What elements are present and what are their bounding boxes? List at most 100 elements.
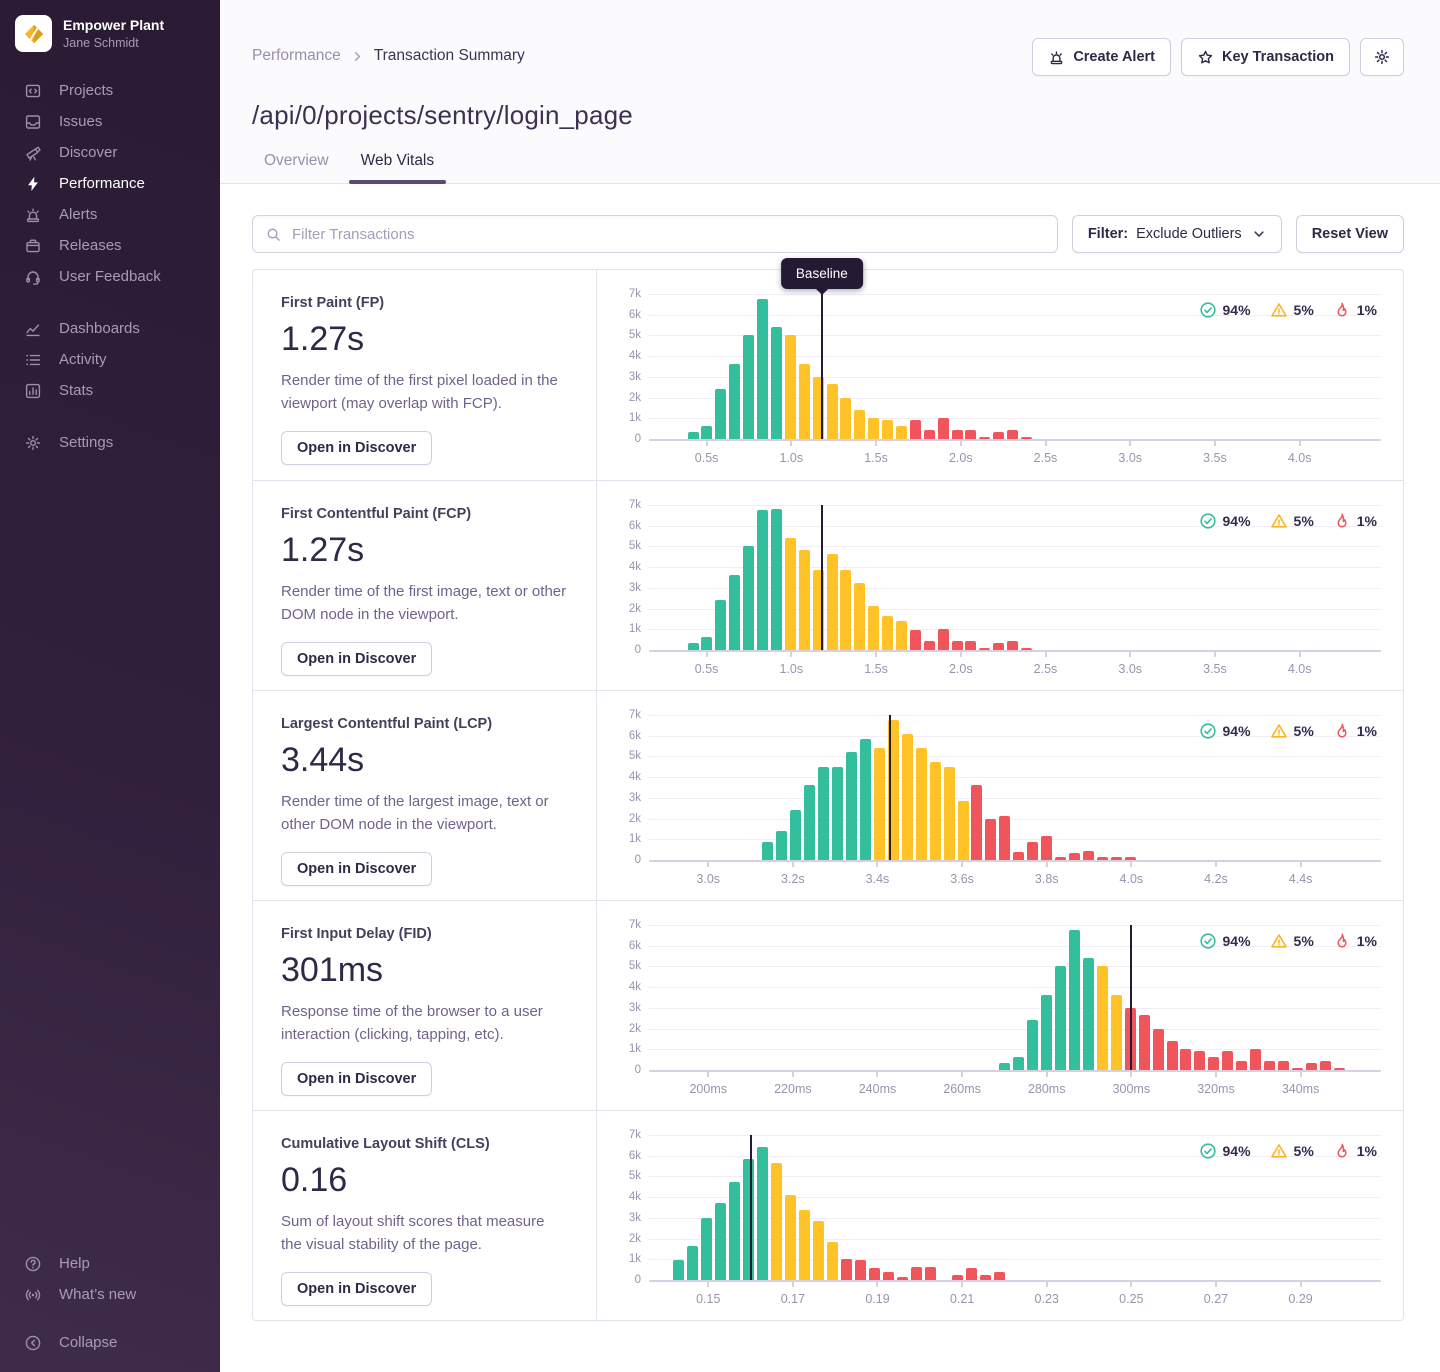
histogram-bar-poor bbox=[952, 1274, 964, 1280]
sidebar-group-gap bbox=[0, 406, 220, 427]
gridline bbox=[649, 987, 1381, 989]
histogram-bar-good bbox=[789, 810, 801, 860]
histogram-bar-meh bbox=[896, 621, 907, 650]
create-alert-button[interactable]: Create Alert bbox=[1032, 38, 1171, 76]
sidebar-item-activity[interactable]: Activity bbox=[0, 344, 220, 375]
filter-dropdown[interactable]: Filter: Exclude Outliers bbox=[1071, 215, 1282, 253]
open-in-discover-button[interactable]: Open in Discover bbox=[281, 430, 433, 465]
y-axis-label: 5k bbox=[628, 1170, 641, 1183]
open-in-discover-button[interactable]: Open in Discover bbox=[281, 1061, 433, 1096]
gridline bbox=[649, 1135, 1381, 1136]
x-axis-tick bbox=[705, 441, 708, 446]
x-axis-label: 2.0s bbox=[948, 662, 973, 676]
sidebar: Empower Plant Jane Schmidt Projects Issue… bbox=[0, 0, 220, 1372]
siren-icon bbox=[1048, 49, 1065, 66]
vital-name: First Input Delay (FID) bbox=[281, 926, 432, 942]
x-axis-label: 3.0s bbox=[1118, 451, 1143, 465]
x-axis-tick bbox=[876, 862, 879, 867]
settings-button[interactable] bbox=[1360, 38, 1404, 76]
page-header: Performance Transaction Summary Create A… bbox=[220, 0, 1440, 184]
x-axis-label: 3.0s bbox=[1118, 662, 1143, 676]
legend-item-meh: 5% bbox=[1270, 301, 1314, 319]
histogram-bar-meh bbox=[840, 570, 852, 651]
x-axis-line bbox=[649, 650, 1381, 652]
baseline-marker bbox=[820, 294, 823, 439]
x-axis-label: 4.0s bbox=[1287, 662, 1312, 676]
reset-view-button[interactable]: Reset View bbox=[1295, 215, 1404, 253]
histogram-bar-good bbox=[998, 1062, 1010, 1071]
tab-web-vitals[interactable]: Web Vitals bbox=[348, 152, 447, 184]
sidebar-item-releases[interactable]: Releases bbox=[0, 230, 220, 261]
main: Performance Transaction Summary Create A… bbox=[220, 0, 1440, 1372]
empower-plant-logo-icon bbox=[22, 22, 46, 46]
x-axis-tick bbox=[1130, 1072, 1133, 1077]
histogram-bar-good bbox=[1012, 1056, 1024, 1070]
x-axis-label: 0.27 bbox=[1203, 1292, 1229, 1306]
collapse-icon bbox=[24, 1334, 42, 1352]
good-check-icon bbox=[1199, 512, 1217, 530]
histogram-bar-poor bbox=[924, 1266, 936, 1280]
sidebar-item-label: User Feedback bbox=[59, 268, 161, 285]
sidebar-item-discover[interactable]: Discover bbox=[0, 137, 220, 168]
histogram-bar-good bbox=[831, 766, 843, 860]
histogram-bar-poor bbox=[923, 640, 935, 650]
y-axis-label: 5k bbox=[628, 329, 641, 342]
y-axis-label: 3k bbox=[628, 791, 641, 804]
histogram-bar-poor bbox=[1278, 1060, 1290, 1070]
vital-info-cls: Cumulative Layout Shift (CLS) 0.16 Sum of … bbox=[253, 1111, 597, 1320]
sidebar-item-label: Settings bbox=[59, 434, 114, 451]
sidebar-collapse[interactable]: Collapse bbox=[0, 1327, 220, 1358]
histogram-bar-poor bbox=[1320, 1060, 1332, 1070]
x-axis-label: 0.19 bbox=[865, 1292, 890, 1306]
x-axis-tick bbox=[1298, 652, 1301, 657]
discover-icon bbox=[24, 144, 42, 162]
open-in-discover-button[interactable]: Open in Discover bbox=[281, 1271, 433, 1306]
search-box[interactable] bbox=[252, 215, 1058, 253]
x-axis-tick bbox=[791, 1072, 794, 1077]
histogram-bar-meh bbox=[887, 720, 899, 860]
legend-value-good: 94% bbox=[1222, 302, 1251, 318]
legend-item-meh: 5% bbox=[1270, 1142, 1314, 1160]
histogram-bar-meh bbox=[826, 553, 838, 650]
histogram-bar-good bbox=[715, 389, 727, 439]
sidebar-item-what-s-new[interactable]: What’s new bbox=[0, 1279, 220, 1310]
gridline bbox=[649, 418, 1381, 420]
sidebar-item-help[interactable]: Help bbox=[0, 1248, 220, 1279]
breadcrumb-parent[interactable]: Performance bbox=[252, 47, 341, 64]
sidebar-item-settings[interactable]: Settings bbox=[0, 427, 220, 458]
sidebar-item-issues[interactable]: Issues bbox=[0, 106, 220, 137]
histogram-bar-poor bbox=[1152, 1028, 1164, 1070]
org-header[interactable]: Empower Plant Jane Schmidt bbox=[0, 0, 220, 52]
histogram-bar-poor bbox=[1292, 1067, 1304, 1070]
sidebar-item-performance[interactable]: Performance bbox=[0, 168, 220, 199]
sidebar-item-dashboards[interactable]: Dashboards bbox=[0, 313, 220, 344]
sidebar-item-projects[interactable]: Projects bbox=[0, 75, 220, 106]
x-axis-label: 3.8s bbox=[1034, 872, 1059, 886]
y-axis-label: 1k bbox=[628, 1043, 641, 1056]
x-axis-label: 4.4s bbox=[1288, 872, 1313, 886]
y-axis-label: 2k bbox=[628, 602, 641, 615]
sidebar-item-alerts[interactable]: Alerts bbox=[0, 199, 220, 230]
search-input[interactable] bbox=[290, 224, 1044, 244]
histogram-bar-good bbox=[729, 364, 741, 439]
histogram-bar-poor bbox=[1222, 1051, 1234, 1070]
sidebar-item-stats[interactable]: Stats bbox=[0, 375, 220, 406]
key-transaction-button[interactable]: Key Transaction bbox=[1180, 38, 1350, 76]
meh-warning-icon bbox=[1270, 301, 1288, 319]
x-axis-tick bbox=[1044, 652, 1047, 657]
x-axis-label: 200ms bbox=[689, 1082, 727, 1096]
histogram-bar-poor bbox=[1007, 640, 1019, 650]
histogram-bar-poor bbox=[1250, 1049, 1262, 1070]
y-axis-label: 7k bbox=[628, 288, 641, 300]
tab-overview[interactable]: Overview bbox=[264, 152, 329, 169]
x-axis-tick bbox=[1214, 1072, 1217, 1077]
poor-fire-icon bbox=[1333, 932, 1351, 950]
open-in-discover-button[interactable]: Open in Discover bbox=[281, 641, 433, 676]
x-axis-tick bbox=[1299, 862, 1302, 867]
histogram-bar-meh bbox=[873, 748, 885, 860]
poor-fire-icon bbox=[1333, 1142, 1351, 1160]
legend-item-good: 94% bbox=[1199, 1142, 1251, 1160]
sidebar-item-user-feedback[interactable]: User Feedback bbox=[0, 261, 220, 292]
open-in-discover-button[interactable]: Open in Discover bbox=[281, 851, 433, 886]
histogram-bar-poor bbox=[980, 1274, 992, 1280]
